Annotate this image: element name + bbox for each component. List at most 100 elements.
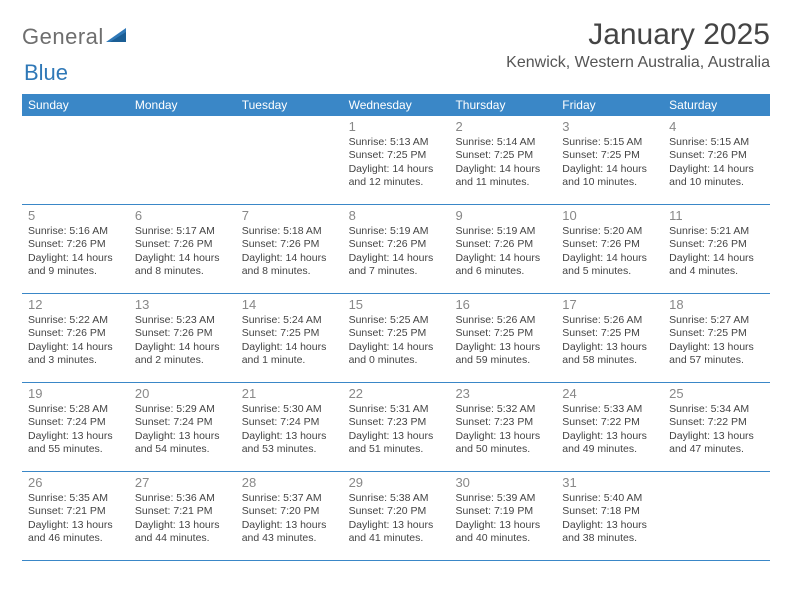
day-number: 7: [242, 208, 337, 224]
day-number: 2: [455, 119, 550, 135]
daylight-line: Daylight: 13 hours and 49 minutes.: [562, 430, 657, 456]
daylight-line: Daylight: 13 hours and 43 minutes.: [242, 519, 337, 545]
calendar-day-cell: 8Sunrise: 5:19 AMSunset: 7:26 PMDaylight…: [343, 205, 450, 293]
day-number: 6: [135, 208, 230, 224]
sunset-line: Sunset: 7:21 PM: [28, 505, 123, 518]
daylight-line: Daylight: 13 hours and 57 minutes.: [669, 341, 764, 367]
daylight-line: Daylight: 14 hours and 0 minutes.: [349, 341, 444, 367]
weekday-header: Monday: [129, 94, 236, 116]
weekday-header: Thursday: [449, 94, 556, 116]
calendar-day-cell: 30Sunrise: 5:39 AMSunset: 7:19 PMDayligh…: [449, 472, 556, 560]
calendar-day-cell: 6Sunrise: 5:17 AMSunset: 7:26 PMDaylight…: [129, 205, 236, 293]
day-number: 1: [349, 119, 444, 135]
sunrise-line: Sunrise: 5:21 AM: [669, 225, 764, 238]
calendar-day-cell: 28Sunrise: 5:37 AMSunset: 7:20 PMDayligh…: [236, 472, 343, 560]
calendar-empty-cell: [22, 116, 129, 204]
calendar-day-cell: 24Sunrise: 5:33 AMSunset: 7:22 PMDayligh…: [556, 383, 663, 471]
day-number: 19: [28, 386, 123, 402]
day-number: 15: [349, 297, 444, 313]
calendar-day-cell: 16Sunrise: 5:26 AMSunset: 7:25 PMDayligh…: [449, 294, 556, 382]
sunrise-line: Sunrise: 5:19 AM: [349, 225, 444, 238]
weekday-header: Wednesday: [343, 94, 450, 116]
day-number: 3: [562, 119, 657, 135]
daylight-line: Daylight: 13 hours and 51 minutes.: [349, 430, 444, 456]
day-number: 20: [135, 386, 230, 402]
day-number: 23: [455, 386, 550, 402]
daylight-line: Daylight: 13 hours and 47 minutes.: [669, 430, 764, 456]
calendar-day-cell: 5Sunrise: 5:16 AMSunset: 7:26 PMDaylight…: [22, 205, 129, 293]
sunrise-line: Sunrise: 5:24 AM: [242, 314, 337, 327]
day-number: 5: [28, 208, 123, 224]
sunset-line: Sunset: 7:25 PM: [349, 327, 444, 340]
sunset-line: Sunset: 7:26 PM: [135, 327, 230, 340]
daylight-line: Daylight: 14 hours and 12 minutes.: [349, 163, 444, 189]
weekday-header: Saturday: [663, 94, 770, 116]
day-number: 10: [562, 208, 657, 224]
calendar-page: General January 2025 Kenwick, Western Au…: [0, 0, 792, 571]
sunrise-line: Sunrise: 5:15 AM: [562, 136, 657, 149]
daylight-line: Daylight: 13 hours and 50 minutes.: [455, 430, 550, 456]
brand-triangle-icon: [106, 26, 128, 49]
day-number: 8: [349, 208, 444, 224]
sunset-line: Sunset: 7:26 PM: [28, 327, 123, 340]
sunrise-line: Sunrise: 5:13 AM: [349, 136, 444, 149]
sunset-line: Sunset: 7:20 PM: [349, 505, 444, 518]
sunset-line: Sunset: 7:19 PM: [455, 505, 550, 518]
calendar-empty-cell: [236, 116, 343, 204]
calendar-day-cell: 15Sunrise: 5:25 AMSunset: 7:25 PMDayligh…: [343, 294, 450, 382]
calendar-week-row: 12Sunrise: 5:22 AMSunset: 7:26 PMDayligh…: [22, 294, 770, 383]
calendar-day-cell: 18Sunrise: 5:27 AMSunset: 7:25 PMDayligh…: [663, 294, 770, 382]
sunset-line: Sunset: 7:25 PM: [242, 327, 337, 340]
sunrise-line: Sunrise: 5:22 AM: [28, 314, 123, 327]
sunset-line: Sunset: 7:24 PM: [242, 416, 337, 429]
day-number: 22: [349, 386, 444, 402]
day-number: 11: [669, 208, 764, 224]
sunset-line: Sunset: 7:26 PM: [455, 238, 550, 251]
calendar-empty-cell: [663, 472, 770, 560]
calendar-day-cell: 9Sunrise: 5:19 AMSunset: 7:26 PMDaylight…: [449, 205, 556, 293]
daylight-line: Daylight: 14 hours and 5 minutes.: [562, 252, 657, 278]
daylight-line: Daylight: 13 hours and 38 minutes.: [562, 519, 657, 545]
sunset-line: Sunset: 7:20 PM: [242, 505, 337, 518]
sunrise-line: Sunrise: 5:19 AM: [455, 225, 550, 238]
sunrise-line: Sunrise: 5:27 AM: [669, 314, 764, 327]
daylight-line: Daylight: 14 hours and 2 minutes.: [135, 341, 230, 367]
calendar-empty-cell: [129, 116, 236, 204]
sunset-line: Sunset: 7:22 PM: [669, 416, 764, 429]
sunset-line: Sunset: 7:18 PM: [562, 505, 657, 518]
sunrise-line: Sunrise: 5:39 AM: [455, 492, 550, 505]
calendar-day-cell: 4Sunrise: 5:15 AMSunset: 7:26 PMDaylight…: [663, 116, 770, 204]
sunset-line: Sunset: 7:21 PM: [135, 505, 230, 518]
calendar-day-cell: 31Sunrise: 5:40 AMSunset: 7:18 PMDayligh…: [556, 472, 663, 560]
sunrise-line: Sunrise: 5:26 AM: [562, 314, 657, 327]
sunrise-line: Sunrise: 5:35 AM: [28, 492, 123, 505]
day-number: 12: [28, 297, 123, 313]
daylight-line: Daylight: 13 hours and 58 minutes.: [562, 341, 657, 367]
calendar-day-cell: 25Sunrise: 5:34 AMSunset: 7:22 PMDayligh…: [663, 383, 770, 471]
sunrise-line: Sunrise: 5:40 AM: [562, 492, 657, 505]
day-number: 24: [562, 386, 657, 402]
daylight-line: Daylight: 13 hours and 59 minutes.: [455, 341, 550, 367]
calendar-day-cell: 17Sunrise: 5:26 AMSunset: 7:25 PMDayligh…: [556, 294, 663, 382]
sunset-line: Sunset: 7:22 PM: [562, 416, 657, 429]
sunset-line: Sunset: 7:25 PM: [562, 327, 657, 340]
sunrise-line: Sunrise: 5:33 AM: [562, 403, 657, 416]
day-number: 30: [455, 475, 550, 491]
daylight-line: Daylight: 14 hours and 10 minutes.: [669, 163, 764, 189]
day-number: 27: [135, 475, 230, 491]
calendar-day-cell: 27Sunrise: 5:36 AMSunset: 7:21 PMDayligh…: [129, 472, 236, 560]
daylight-line: Daylight: 14 hours and 8 minutes.: [242, 252, 337, 278]
sunrise-line: Sunrise: 5:37 AM: [242, 492, 337, 505]
calendar-grid: SundayMondayTuesdayWednesdayThursdayFrid…: [22, 94, 770, 561]
sunset-line: Sunset: 7:26 PM: [28, 238, 123, 251]
calendar-day-cell: 20Sunrise: 5:29 AMSunset: 7:24 PMDayligh…: [129, 383, 236, 471]
calendar-day-cell: 26Sunrise: 5:35 AMSunset: 7:21 PMDayligh…: [22, 472, 129, 560]
page-title: January 2025: [506, 18, 770, 52]
weekday-header: Sunday: [22, 94, 129, 116]
day-number: 13: [135, 297, 230, 313]
page-subtitle: Kenwick, Western Australia, Australia: [506, 54, 770, 72]
calendar-week-row: 19Sunrise: 5:28 AMSunset: 7:24 PMDayligh…: [22, 383, 770, 472]
sunrise-line: Sunrise: 5:26 AM: [455, 314, 550, 327]
brand-word-1: General: [22, 24, 104, 50]
day-number: 29: [349, 475, 444, 491]
